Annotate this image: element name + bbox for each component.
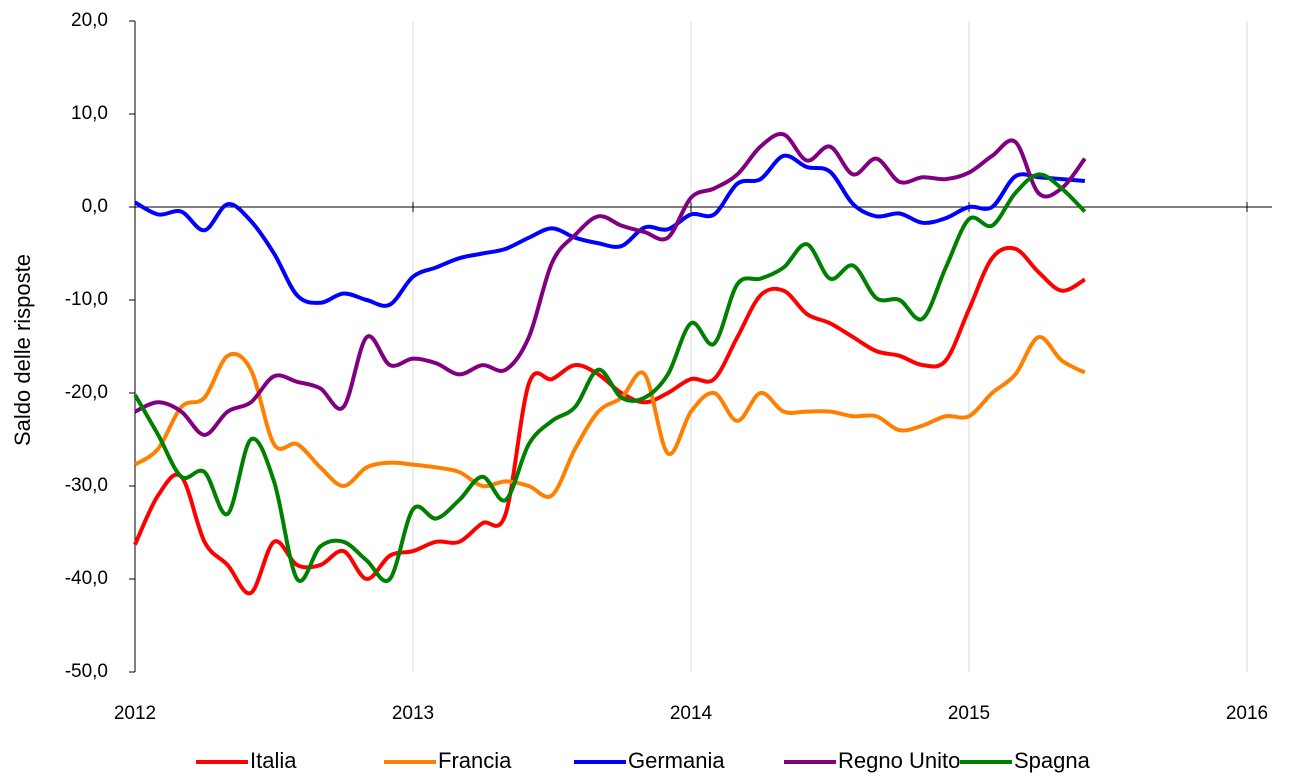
y-tick-label: 0,0 — [82, 196, 108, 217]
series-line — [133, 245, 1086, 596]
legend-label: Spagna — [1014, 748, 1091, 773]
legend-label: Francia — [438, 748, 512, 773]
x-tick-label: 2015 — [948, 703, 990, 724]
legend-label: Germania — [628, 748, 725, 773]
y-tick-label: -30,0 — [65, 475, 108, 496]
x-tick-label: 2012 — [114, 703, 156, 724]
legend-label: Italia — [250, 748, 297, 773]
y-tick-label: -20,0 — [65, 382, 108, 403]
series-line — [134, 132, 1087, 437]
series-line — [134, 153, 1086, 308]
y-tick-label: -10,0 — [65, 289, 108, 310]
legend-label: Regno Unito — [838, 748, 960, 773]
x-tick-label: 2013 — [392, 703, 434, 724]
y-tick-label: 20,0 — [71, 10, 108, 31]
y-tick-label: -40,0 — [65, 568, 108, 589]
series-line — [133, 335, 1086, 499]
x-tick-label: 2014 — [670, 703, 713, 724]
y-tick-label: -50,0 — [65, 661, 108, 682]
series-line — [133, 172, 1087, 583]
y-tick-label: 10,0 — [71, 103, 108, 124]
x-tick-label: 2016 — [1226, 703, 1268, 724]
y-axis-title: Saldo delle risposte — [10, 254, 35, 446]
